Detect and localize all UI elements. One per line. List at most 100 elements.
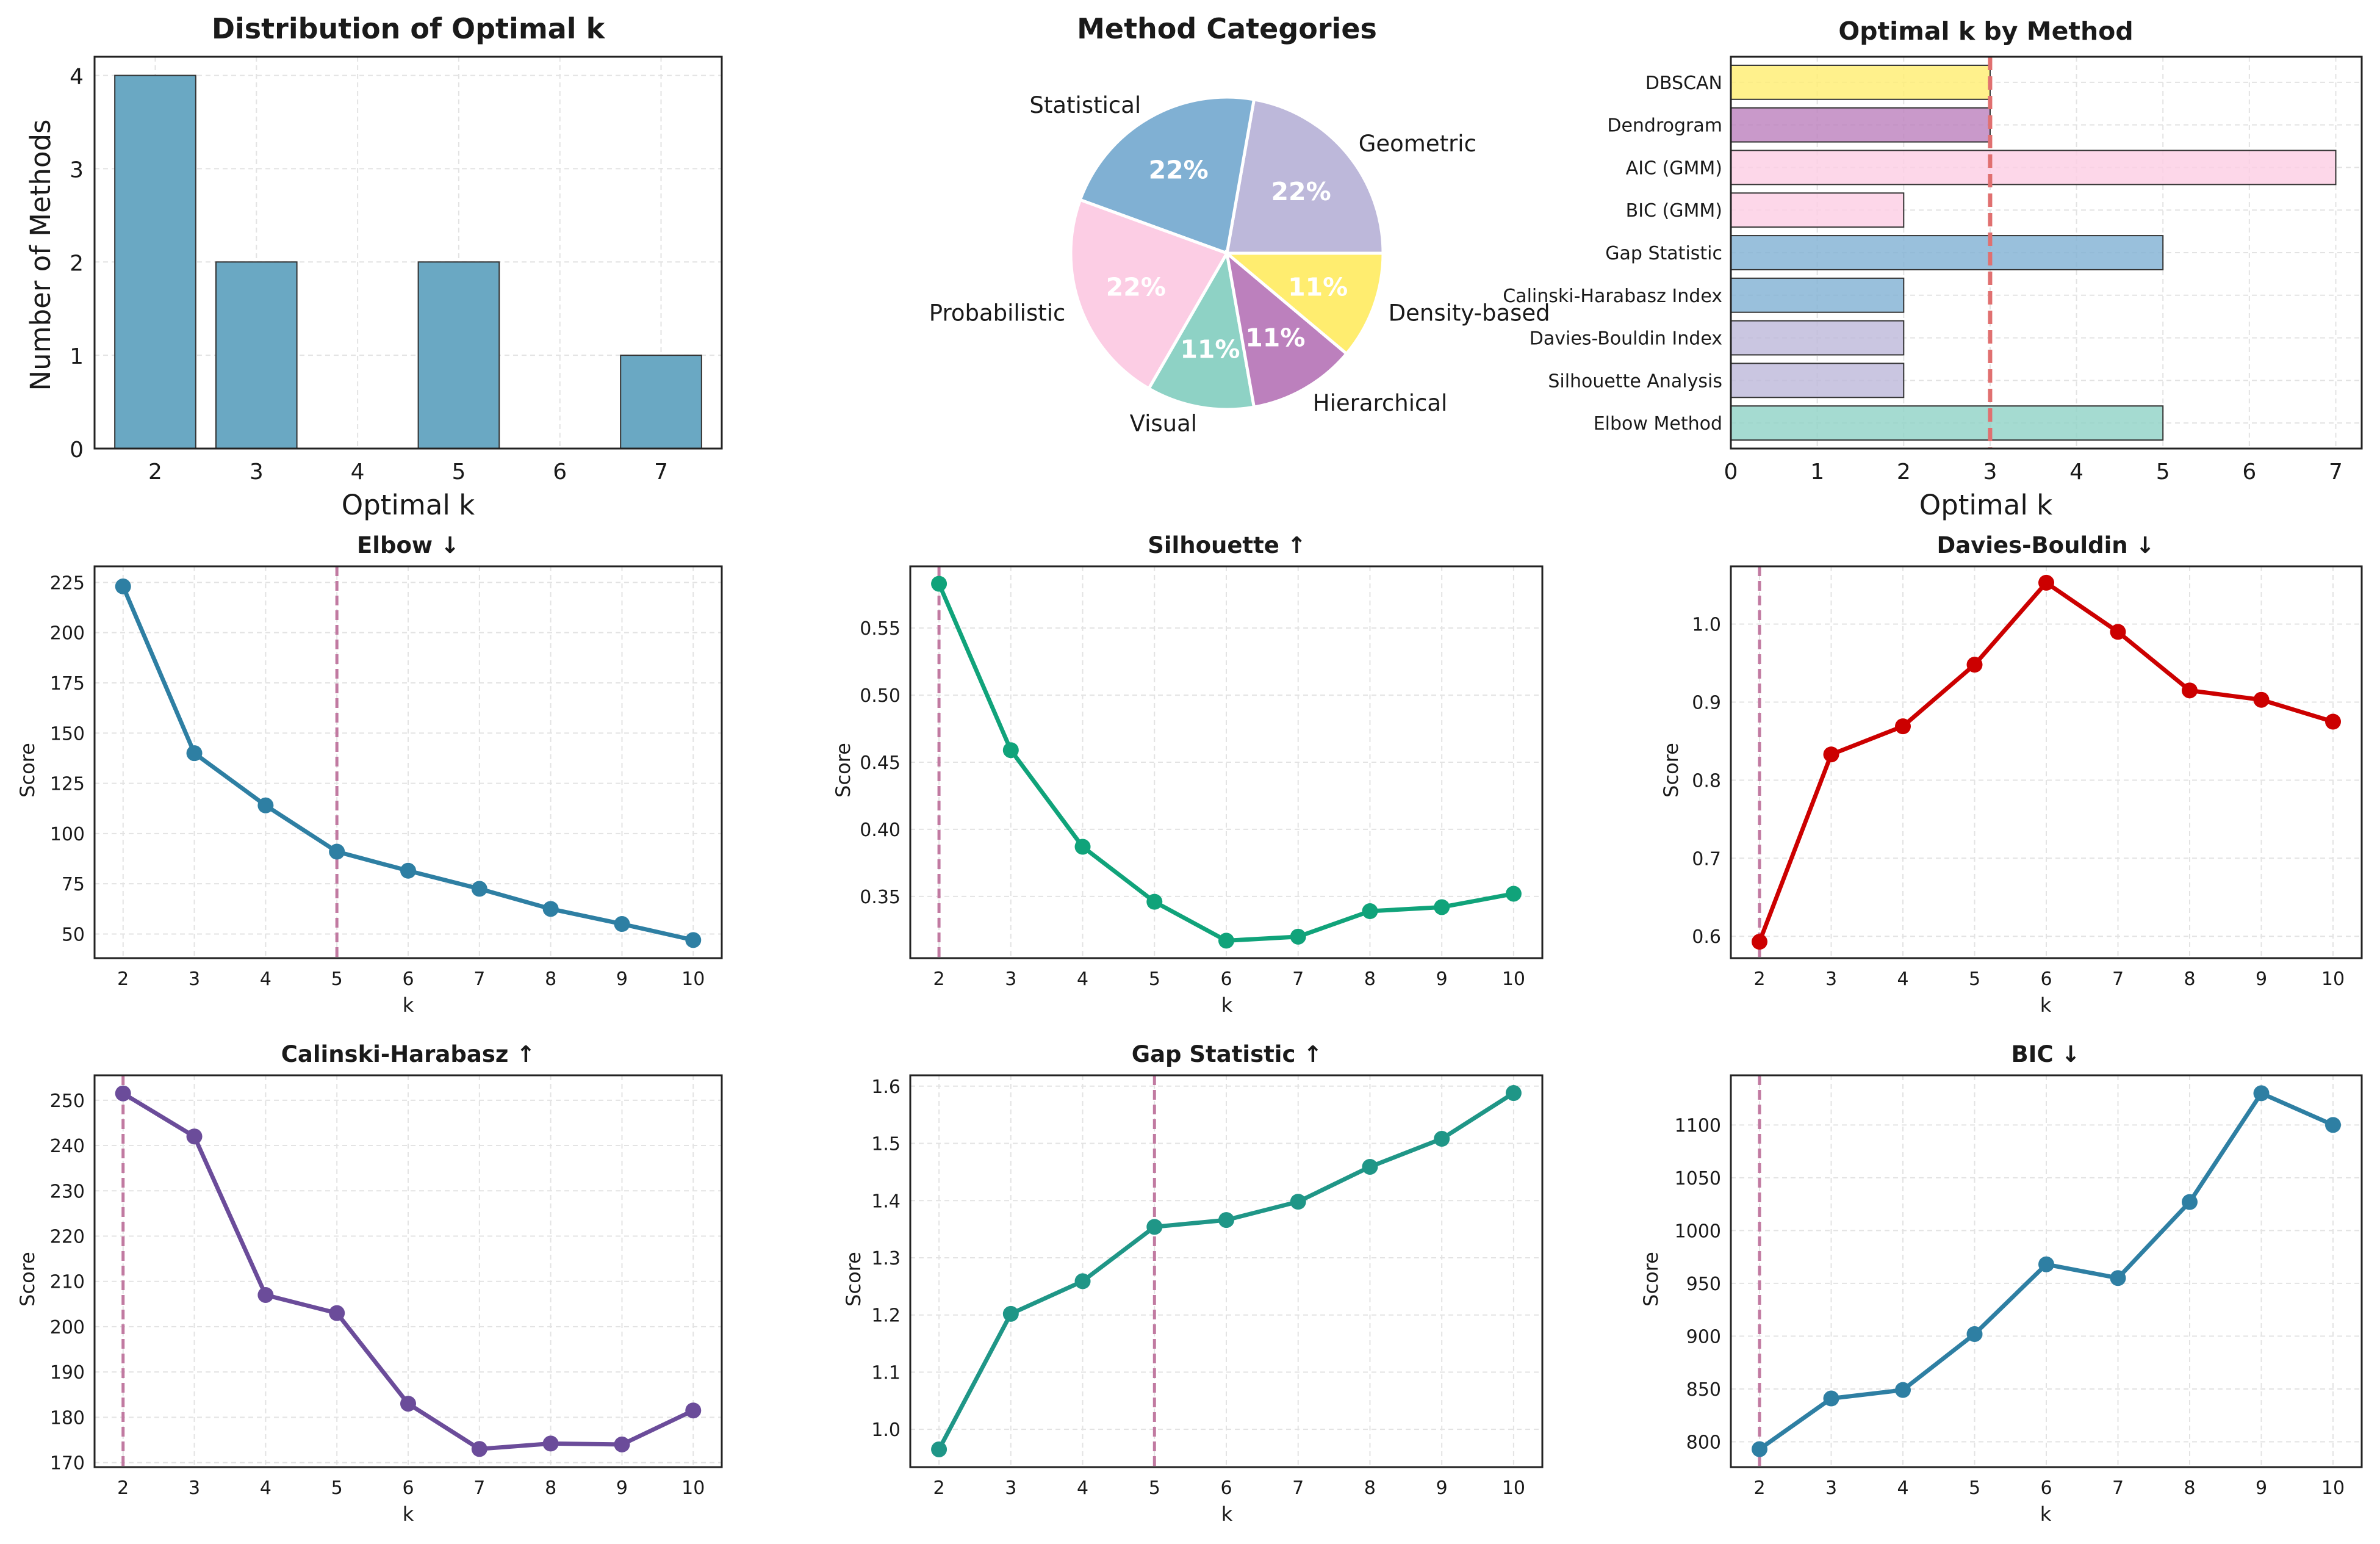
y-tick-label: 240: [50, 1136, 85, 1157]
y-tick-label: 200: [50, 1317, 85, 1338]
y-tick-label: 0.45: [860, 752, 901, 774]
x-tick-label: 4: [2069, 460, 2083, 485]
y-tick-label: 175: [50, 673, 85, 694]
data-point: [2325, 713, 2341, 730]
pie-category-label: Statistical: [1029, 92, 1141, 118]
x-tick-label: 9: [2256, 1477, 2267, 1499]
y-tick-label: 0.55: [860, 618, 901, 640]
x-tick-label: 3: [1983, 460, 1997, 485]
y-tick-label: 50: [62, 924, 85, 945]
x-tick-label: 5: [1969, 1477, 1980, 1499]
y-tick-label: 1: [70, 344, 84, 369]
y-tick-label: 1.1: [871, 1362, 901, 1383]
y-tick-label: 0.6: [1692, 926, 1721, 948]
data-point: [1823, 1390, 1839, 1407]
data-point: [2038, 1256, 2054, 1272]
y-tick-label: 2: [70, 251, 84, 276]
x-tick-label: 7: [473, 969, 485, 990]
bar: [417, 261, 500, 449]
pie-percent-label: 22%: [1149, 156, 1209, 185]
data-point: [1823, 746, 1839, 763]
x-tick-label: 4: [260, 1477, 271, 1499]
y-tick-label: Calinski-Harabasz Index: [1503, 286, 1722, 307]
data-point: [1074, 839, 1091, 855]
data-point: [1290, 928, 1306, 945]
y-tick-label: 225: [50, 572, 85, 594]
y-tick-label: 1.3: [871, 1248, 901, 1269]
data-point: [2325, 1117, 2341, 1133]
plot-frame: [909, 1074, 1544, 1468]
data-point: [685, 1402, 702, 1419]
x-tick-label: 5: [331, 1477, 343, 1499]
y-tick-label: 1.4: [871, 1191, 901, 1212]
x-tick-label: 10: [2321, 1477, 2345, 1499]
data-point: [542, 1435, 559, 1452]
y-tick-label: 1.0: [1692, 615, 1721, 636]
by-method-title: Optimal k by Method: [1838, 16, 2133, 46]
y-tick-label: Gap Statistic: [1605, 243, 1722, 264]
pie-slice: [1224, 249, 1349, 409]
data-point: [1966, 1326, 1983, 1342]
data-point: [614, 1436, 630, 1452]
x-tick-label: 10: [681, 1477, 705, 1499]
x-tick-label: 5: [1969, 969, 1980, 990]
y-tick-label: 1050: [1675, 1168, 1721, 1189]
data-point: [329, 843, 345, 860]
calinski-harabasz-chart: 170 180 190 200 210 220 230 240 250 2 3 4 5 6 7 8 9 10 Ca…: [16, 1041, 723, 1526]
pie-category-label: Geometric: [1359, 131, 1476, 157]
y-tick-label: 0.40: [860, 820, 901, 841]
bar: [1730, 277, 1905, 313]
y-tick-label: 900: [1686, 1326, 1721, 1347]
data-point: [2253, 691, 2270, 708]
y-tick-label: 190: [50, 1362, 85, 1383]
y-tick-label: 230: [50, 1181, 85, 1202]
bar: [1730, 405, 2164, 441]
data-point: [257, 797, 274, 813]
x-tick-label: 9: [1436, 969, 1448, 990]
x-tick-label: 2: [117, 969, 129, 990]
silhouette-chart: 0.35 0.40 0.45 0.50 0.55 2 3 4 5 6 7 8 9 10 Silhouett…: [832, 532, 1544, 1017]
bar: [1730, 235, 2164, 270]
y-tick-label: 0.35: [860, 887, 901, 908]
x-tick-label: 10: [681, 969, 705, 990]
gap-title: Gap Statistic ↑: [1132, 1041, 1323, 1067]
pie-percent-label: 11%: [1180, 334, 1240, 364]
x-tick-label: 8: [2184, 969, 2195, 990]
y-tick-label: Silhouette Analysis: [1548, 370, 1722, 392]
y-tick-label: 170: [50, 1453, 85, 1474]
x-tick-label: 3: [1005, 1477, 1016, 1499]
pie-slice: [1223, 251, 1385, 356]
x-tick-label: 2: [1753, 1477, 1765, 1499]
bic-chart: 800 850 900 950 1000 1050 1100 2 3 4 5 6 7 8 9 10 BIC ↓…: [1639, 1041, 2363, 1526]
x-tick-label: 7: [654, 460, 668, 485]
y-tick-label: 125: [50, 774, 85, 795]
x-tick-label: 7: [2112, 969, 2124, 990]
y-tick-label: 950: [1686, 1274, 1721, 1295]
x-tick-label: 4: [1897, 969, 1908, 990]
y-tick-label: 220: [50, 1226, 85, 1247]
y-tick-label: 0.8: [1692, 770, 1721, 792]
data-point: [931, 575, 947, 592]
x-tick-label: 8: [545, 969, 556, 990]
pie-slice: [1069, 198, 1229, 391]
pie-percent-label: 11%: [1288, 272, 1348, 301]
data-point: [1895, 1382, 1911, 1398]
data-point: [186, 745, 203, 762]
x-tick-label: 4: [351, 460, 365, 485]
db-title: Davies-Bouldin ↓: [1937, 532, 2155, 558]
x-tick-label: 1: [1810, 460, 1824, 485]
x-tick-label: 4: [260, 969, 271, 990]
x-tick-label: 2: [1753, 969, 1765, 990]
y-tick-label: 3: [70, 157, 84, 182]
elbow-xlabel: k: [403, 994, 414, 1017]
data-point: [2110, 1270, 2126, 1286]
x-tick-label: 2: [933, 1477, 945, 1499]
y-tick-label: 1.5: [871, 1134, 901, 1155]
plot-frame: [93, 565, 723, 959]
elbow-title: Elbow ↓: [357, 532, 459, 558]
data-point: [115, 578, 131, 594]
data-point: [257, 1286, 274, 1303]
bar: [114, 74, 196, 450]
x-tick-label: 3: [189, 1477, 200, 1499]
bic-title: BIC ↓: [2011, 1041, 2080, 1067]
